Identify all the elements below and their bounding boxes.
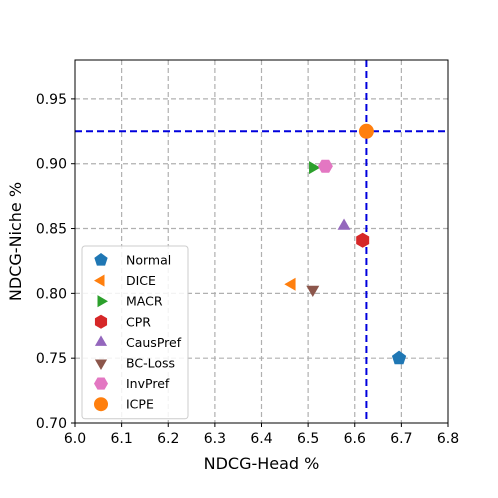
data-points xyxy=(284,123,407,365)
y-tick-label: 0.95 xyxy=(36,92,67,108)
y-axis-label: NDCG-Niche % xyxy=(6,182,25,301)
legend-label-bc-loss: BC-Loss xyxy=(126,356,175,371)
x-tick-label: 6.0 xyxy=(64,431,86,447)
legend-label-cpr: CPR xyxy=(126,314,151,329)
legend-marker-macr xyxy=(97,295,108,308)
legend-marker-cpr xyxy=(94,314,108,329)
grid xyxy=(75,60,448,423)
x-tick-label: 6.4 xyxy=(250,431,272,447)
y-tick-label: 0.80 xyxy=(36,286,67,302)
x-tick-label: 6.2 xyxy=(157,431,179,447)
legend: Normal DICE MACR CPR CausPref BC-Loss InvPref I… xyxy=(81,245,189,420)
x-tick-label: 6.1 xyxy=(110,431,132,447)
y-tick-label: 0.85 xyxy=(36,222,67,238)
y-tick-label: 0.70 xyxy=(36,416,67,432)
legend-label-normal: Normal xyxy=(126,253,171,268)
point-macr xyxy=(309,161,321,175)
x-axis-label: NDCG-Head % xyxy=(204,454,320,473)
legend-marker-normal xyxy=(94,253,108,266)
x-tick-label: 6.3 xyxy=(204,431,226,447)
legend-marker-dice xyxy=(94,274,105,287)
legend-marker-invpref xyxy=(94,377,108,390)
point-dice xyxy=(284,277,296,291)
x-tick-label: 6.7 xyxy=(390,431,412,447)
legend-label-causpref: CausPref xyxy=(126,335,182,350)
y-tick-label: 0.90 xyxy=(36,157,67,173)
legend-label-dice: DICE xyxy=(126,273,156,288)
legend-label-macr: MACR xyxy=(126,294,163,309)
point-invpref xyxy=(317,159,333,173)
point-normal xyxy=(391,350,407,365)
ticks: 6.0 6.1 6.2 6.3 6.4 6.5 6.6 6.7 6.8 0.70 0.75 0.80 0… xyxy=(36,92,459,447)
legend-marker-causpref xyxy=(94,335,108,346)
legend-marker-bc-loss xyxy=(94,359,108,370)
point-cpr xyxy=(356,232,370,248)
y-tick-label: 0.75 xyxy=(36,351,67,367)
legend-label-icpe: ICPE xyxy=(126,397,154,412)
x-tick-label: 6.8 xyxy=(437,431,459,447)
point-bc-loss xyxy=(306,285,320,297)
legend-label-invpref: InvPref xyxy=(126,376,170,391)
x-tick-label: 6.5 xyxy=(297,431,319,447)
point-causpref xyxy=(337,218,351,230)
legend-marker-icpe xyxy=(94,397,108,412)
point-icpe xyxy=(358,123,374,139)
x-tick-label: 6.6 xyxy=(344,431,366,447)
legend-box xyxy=(81,245,189,420)
